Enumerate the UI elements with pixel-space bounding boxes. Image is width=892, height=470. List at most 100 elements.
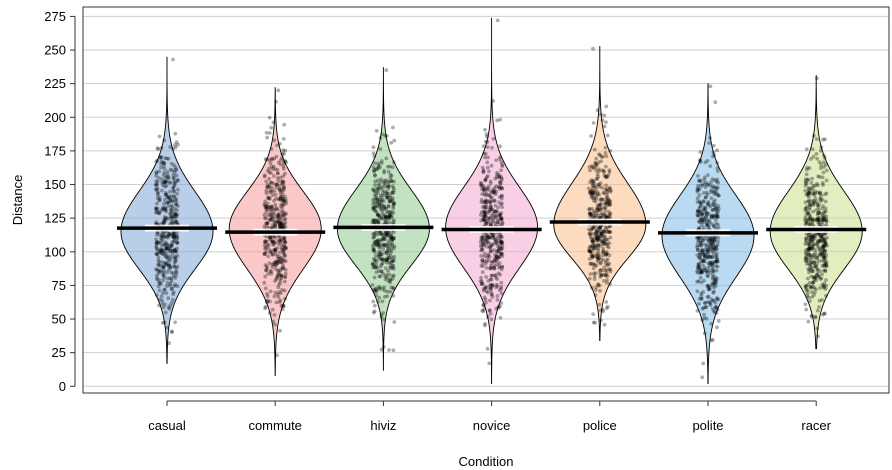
raw-point (599, 232, 604, 236)
raw-point (818, 249, 822, 253)
raw-point (496, 304, 501, 309)
raw-point (714, 205, 719, 210)
raw-point (276, 285, 281, 290)
raw-point (593, 271, 598, 275)
raw-point (702, 267, 707, 272)
raw-point (488, 286, 493, 291)
raw-point (605, 263, 610, 268)
raw-point (376, 165, 381, 169)
raw-point (176, 187, 180, 192)
raw-point (710, 299, 715, 303)
raw-point (485, 198, 490, 203)
raw-point (160, 298, 165, 303)
raw-point (264, 268, 269, 273)
raw-point (483, 321, 487, 326)
raw-point (379, 199, 384, 204)
raw-point (485, 205, 489, 210)
raw-point (493, 237, 497, 241)
raw-point (175, 241, 180, 245)
raw-point (709, 321, 714, 326)
raw-point (494, 254, 499, 258)
raw-point (488, 249, 493, 254)
raw-point (488, 205, 493, 210)
raw-point (599, 243, 603, 248)
raw-point (591, 261, 595, 266)
raw-point (601, 239, 606, 244)
raw-point (587, 248, 592, 253)
raw-point (170, 248, 175, 253)
raw-point (479, 200, 484, 205)
raw-point (172, 180, 177, 184)
raw-point (171, 232, 175, 237)
raw-point (379, 313, 384, 317)
raw-point (817, 160, 822, 165)
raw-point (390, 191, 394, 195)
raw-point (608, 202, 613, 207)
raw-point (811, 280, 816, 284)
y-tick-label: 175 (44, 143, 66, 158)
raw-point (699, 293, 704, 298)
raw-point (595, 236, 599, 241)
raw-point (276, 242, 281, 246)
raw-point (593, 320, 597, 325)
raw-point (821, 204, 825, 208)
raw-point (277, 238, 282, 243)
raw-point (270, 206, 275, 211)
raw-point (596, 160, 601, 165)
raw-point (604, 215, 608, 220)
raw-point (493, 213, 498, 218)
raw-point (483, 178, 488, 183)
raw-point (807, 246, 812, 251)
raw-point (277, 271, 282, 275)
raw-point (805, 262, 809, 266)
raw-point (590, 164, 594, 168)
raw-point (806, 258, 811, 263)
raw-point (808, 202, 812, 206)
raw-point (157, 209, 162, 214)
raw-point (380, 132, 385, 137)
raw-point (714, 187, 719, 192)
raw-point (273, 207, 278, 211)
raw-point (710, 177, 715, 182)
raw-point (706, 287, 711, 292)
raw-point (161, 305, 166, 310)
raw-point (486, 279, 491, 283)
raw-point (161, 265, 166, 270)
raw-point (697, 178, 701, 183)
y-tick-label: 200 (44, 110, 66, 125)
raw-point (697, 296, 702, 301)
raw-point (811, 184, 816, 188)
raw-point (712, 285, 716, 290)
raw-point (695, 308, 700, 313)
raw-point (387, 248, 392, 253)
raw-point (819, 239, 824, 244)
raw-point (487, 245, 492, 249)
raw-point (381, 214, 386, 218)
raw-point (823, 259, 827, 264)
raw-point (816, 241, 820, 246)
raw-point (481, 303, 486, 307)
raw-point (814, 199, 819, 204)
raw-point (818, 277, 823, 281)
raw-point (284, 198, 288, 203)
raw-point (499, 234, 503, 239)
raw-point (170, 168, 175, 173)
raw-point (172, 260, 177, 265)
raw-point (696, 236, 701, 240)
raw-point (593, 210, 597, 215)
raw-point (388, 280, 392, 285)
raw-point (262, 243, 267, 248)
raw-point (494, 175, 499, 180)
raw-point (481, 186, 486, 190)
bean-novice (445, 17, 539, 385)
raw-point (283, 159, 288, 164)
raw-point (821, 268, 826, 273)
raw-point (603, 201, 608, 206)
raw-point (588, 189, 592, 194)
raw-point (500, 243, 505, 248)
raw-point (273, 247, 278, 252)
raw-point (821, 244, 826, 249)
raw-point (277, 223, 282, 228)
raw-point (498, 212, 502, 217)
raw-point (164, 251, 169, 256)
